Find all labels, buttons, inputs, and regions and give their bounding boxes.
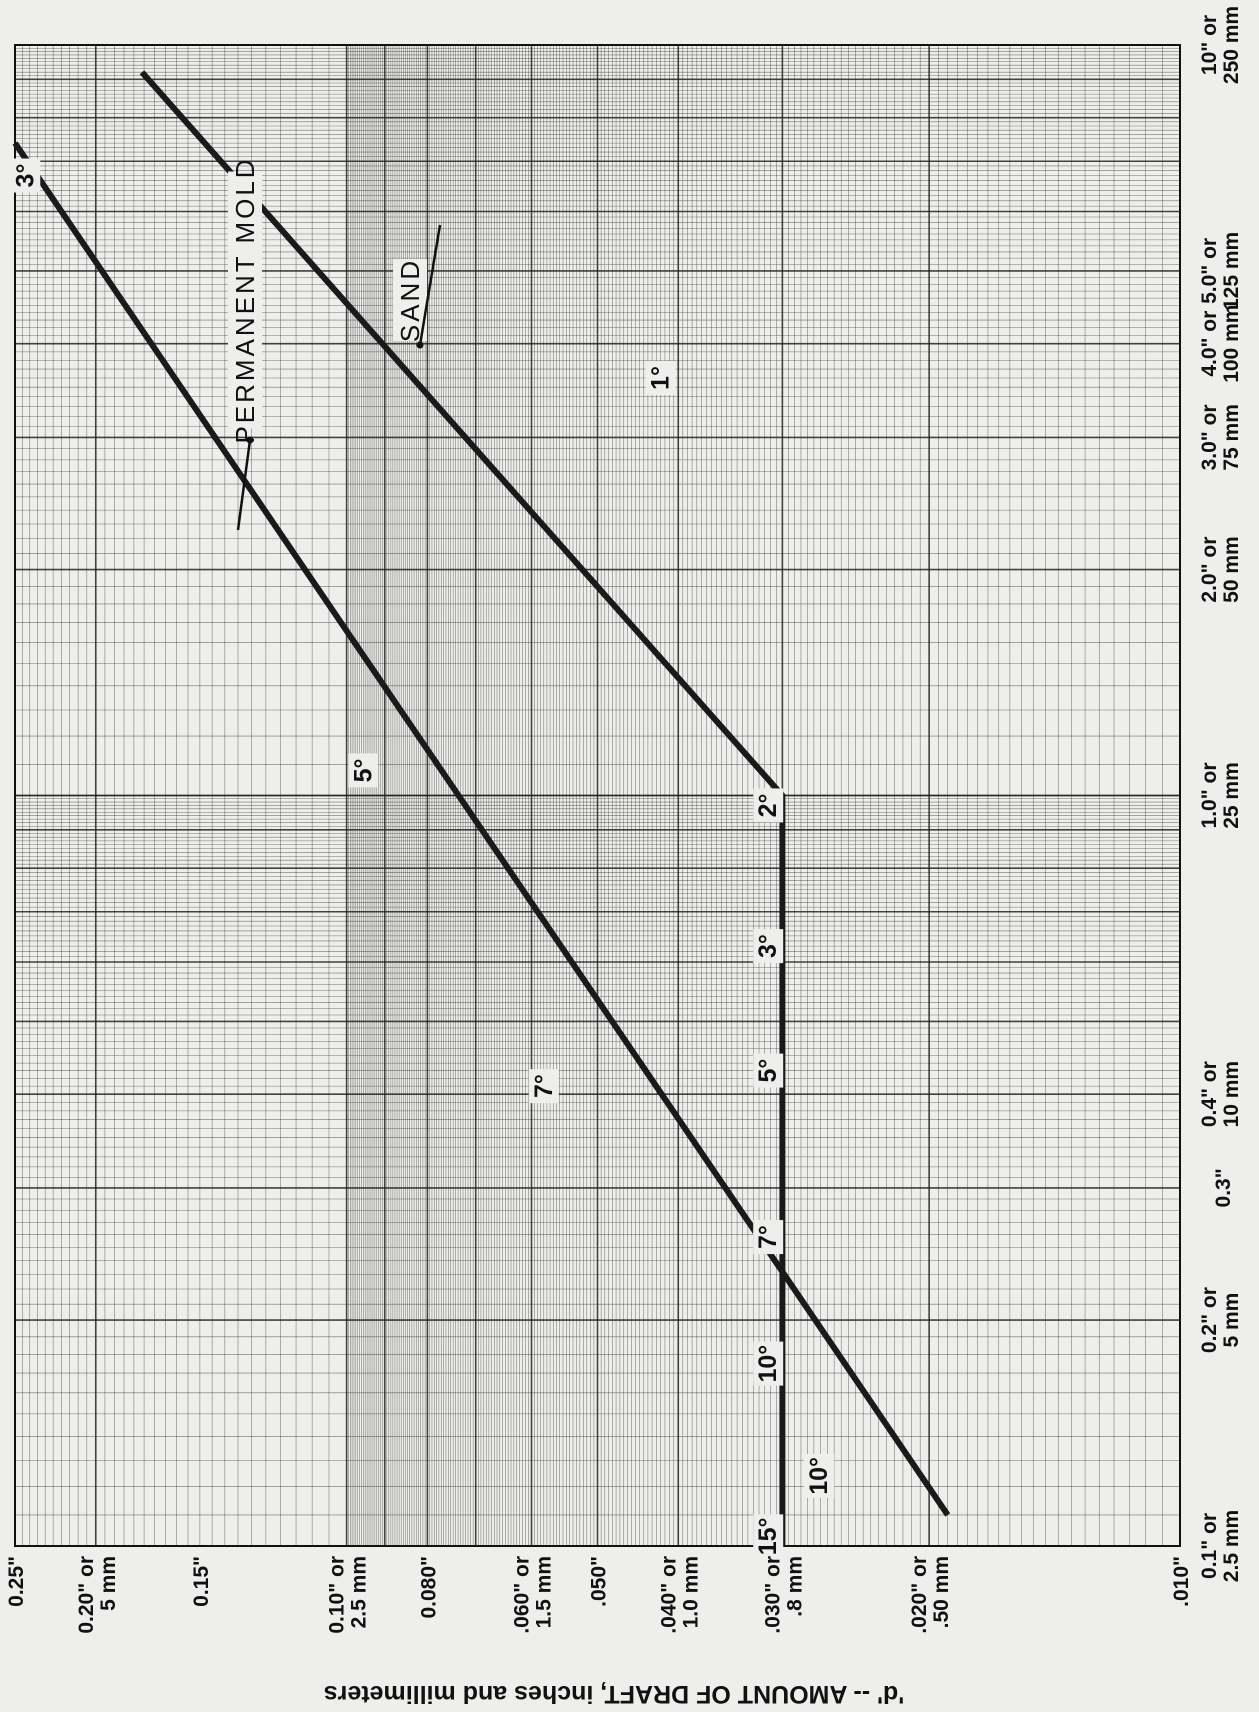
x-tick-label-line: 50 mm bbox=[1220, 536, 1243, 603]
angle-annotation: 7° bbox=[530, 1074, 558, 1098]
x-tick-label-line: 75 mm bbox=[1220, 404, 1243, 471]
x-tick-label: 5.0" or 125 mm bbox=[1198, 232, 1243, 310]
x-tick-label-line: 2.5 mm bbox=[1220, 1510, 1243, 1582]
x-tick-label-line: 0.3" bbox=[1212, 1168, 1235, 1207]
x-tick-label-line: 5 mm bbox=[1220, 1293, 1243, 1348]
y-axis-label: 'd' -- AMOUNT OF DRAFT, inches and milli… bbox=[324, 1680, 904, 1708]
x-tick-label-line: 25 mm bbox=[1220, 762, 1243, 829]
x-tick-label-line: 10 mm bbox=[1220, 1061, 1243, 1128]
y-tick-label: .020" or .50 mm bbox=[908, 1556, 953, 1634]
y-tick-label-line: 0.080" bbox=[417, 1556, 440, 1619]
y-tick-label: 0.15" bbox=[190, 1556, 213, 1607]
angle-annotation: 1° bbox=[647, 366, 675, 390]
angle-annotation: 10° bbox=[805, 1457, 833, 1495]
y-tick-label: 0.080" bbox=[417, 1556, 440, 1619]
x-tick-label-line: 5.0" or bbox=[1198, 238, 1221, 304]
angle-annotation: 2° bbox=[754, 793, 782, 817]
x-tick-label: 2.0" or 50 mm bbox=[1198, 536, 1243, 603]
x-tick-label: 0.4" or 10 mm bbox=[1198, 1061, 1243, 1128]
x-tick-label-line: 0.2" or bbox=[1198, 1287, 1221, 1353]
y-tick-label-line: 0.25" bbox=[5, 1556, 28, 1607]
y-tick-label: .040" or 1.0 mm bbox=[657, 1556, 702, 1634]
y-tick-label-line: .50 mm bbox=[930, 1556, 953, 1628]
x-tick-label-line: 1.0" or bbox=[1198, 763, 1221, 829]
angle-annotation: 7° bbox=[754, 1225, 782, 1249]
x-tick-label-line: 125 mm bbox=[1220, 232, 1243, 310]
x-tick-label-line: 3.0" or bbox=[1198, 404, 1221, 470]
y-tick-label-line: .040" or bbox=[657, 1556, 680, 1634]
x-tick-label-line: 250 mm bbox=[1220, 6, 1243, 84]
y-tick-label: 0.25" bbox=[5, 1556, 28, 1607]
y-tick-label-line: .010" bbox=[1170, 1556, 1193, 1607]
leader-dot bbox=[247, 437, 254, 444]
axis-label-layer: 'd' -- AMOUNT OF DRAFT, inches and milli… bbox=[324, 1680, 904, 1708]
angle-annotation: 5° bbox=[349, 758, 377, 782]
y-tick-label-line: 5 mm bbox=[97, 1556, 120, 1611]
x-tick-label: 3.0" or 75 mm bbox=[1198, 404, 1243, 471]
leader-dot bbox=[417, 342, 424, 349]
x-tick-label: 0.3" bbox=[1212, 1168, 1235, 1207]
y-tick-label: .050" bbox=[588, 1556, 611, 1607]
y-tick-label: .010" bbox=[1170, 1556, 1193, 1607]
y-tick-label-line: 1.0 mm bbox=[679, 1556, 702, 1628]
x-tick-label: 4.0" or 100 mm bbox=[1198, 305, 1243, 383]
y-tick-label-line: .060" or bbox=[511, 1556, 534, 1634]
x-tick-label: 0.1" or 2.5 mm bbox=[1198, 1510, 1243, 1582]
y-tick-label-line: 0.20" or bbox=[75, 1556, 98, 1634]
x-tick-label-line: 2.0" or bbox=[1198, 537, 1221, 603]
y-tick-label-line: .050" bbox=[588, 1556, 611, 1607]
x-tick-label-line: 100 mm bbox=[1220, 305, 1243, 383]
x-tick-label-line: 0.4" or bbox=[1198, 1061, 1221, 1127]
y-tick-label-line: 0.15" bbox=[190, 1556, 213, 1607]
angle-annotation: 3° bbox=[11, 164, 39, 188]
y-tick-label-line: 1.5 mm bbox=[533, 1556, 556, 1628]
angle-annotation: 5° bbox=[754, 1059, 782, 1083]
x-tick-label-line: 4.0" or bbox=[1198, 311, 1221, 377]
series-name-label: PERMANENT MOLD bbox=[230, 156, 260, 443]
y-tick-label-line: .8 mm bbox=[783, 1556, 806, 1617]
y-tick-label-line: .020" or bbox=[908, 1556, 931, 1634]
angle-annotation: 10° bbox=[754, 1345, 782, 1383]
y-tick-label: .060" or 1.5 mm bbox=[511, 1556, 556, 1634]
x-tick-label-line: 0.1" or bbox=[1198, 1513, 1221, 1579]
grid-layer bbox=[15, 45, 1180, 1546]
x-tick-label-line: 10" or bbox=[1198, 15, 1221, 75]
x-tick-label: 0.2" or 5 mm bbox=[1198, 1287, 1243, 1353]
y-tick-label: 0.10" or 2.5 mm bbox=[326, 1556, 371, 1634]
x-tick-label: 10" or 250 mm bbox=[1198, 6, 1243, 84]
y-tick-label-line: 2.5 mm bbox=[348, 1556, 371, 1628]
angle-annotation: 3° bbox=[754, 934, 782, 958]
x-tick-label: 1.0" or 25 mm bbox=[1198, 762, 1243, 829]
y-tick-label-line: 0.10" or bbox=[326, 1556, 349, 1634]
angle-annotation: 15° bbox=[754, 1517, 782, 1555]
series-name-label: SAND bbox=[395, 258, 425, 342]
y-tick-label-line: .030" or bbox=[761, 1556, 784, 1634]
